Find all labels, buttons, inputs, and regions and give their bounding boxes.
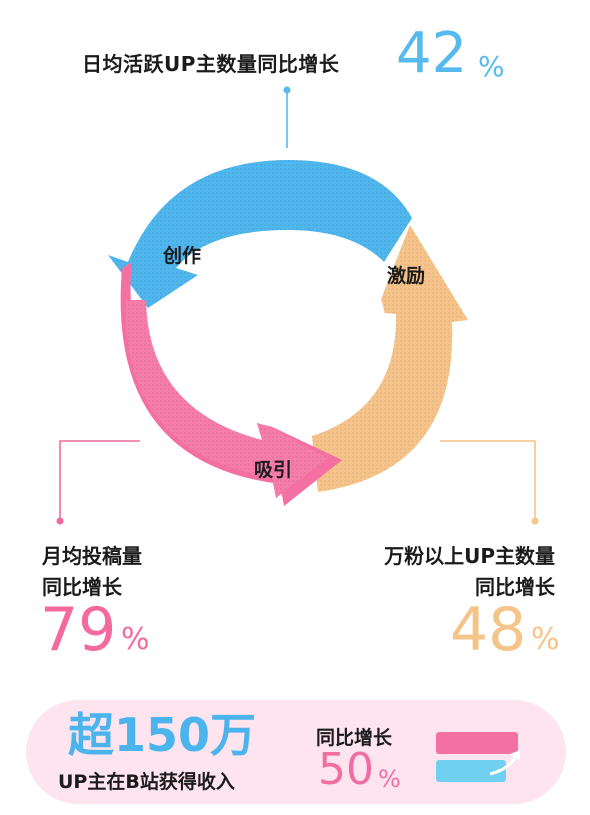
left-stat-label-line2: 同比增长 — [42, 575, 122, 599]
incentive-label: 激励 — [387, 264, 425, 287]
left-connector-line — [59, 440, 140, 520]
right-stat-label-line2: 同比增长 — [475, 575, 555, 599]
top-stat-unit: % — [478, 50, 505, 83]
right-connector-dot — [531, 517, 539, 525]
top-connector-dot — [283, 86, 291, 94]
right-stat-label-line1: 万粉以上UP主数量 — [384, 544, 555, 568]
right-stat-unit: % — [531, 622, 560, 657]
top-stat-value: 42 — [396, 21, 468, 86]
left-connector-dot — [56, 517, 64, 525]
income-yoy-value: 50 — [318, 744, 374, 795]
income-yoy-label: 同比增长 — [316, 727, 393, 749]
attract-label: 吸引 — [254, 459, 292, 481]
left-stat-value: 79 — [40, 595, 117, 665]
income-subtitle: UP主在B站获得收入 — [58, 771, 235, 793]
right-stat-value: 48 — [450, 595, 527, 665]
left-stat-unit: % — [121, 622, 150, 657]
top-stat-label: 日均活跃UP主数量同比增长 — [82, 52, 340, 76]
left-stat-label-line1: 月均投稿量 — [42, 544, 142, 568]
right-connector-line — [440, 440, 536, 520]
income-yoy-unit: % — [378, 765, 401, 793]
cycle-diagram: 创作 激励 吸引 — [56, 86, 539, 525]
growth-bars-icon — [436, 732, 520, 782]
income-headline: 超150万 — [68, 708, 257, 762]
create-label: 创作 — [162, 244, 201, 267]
